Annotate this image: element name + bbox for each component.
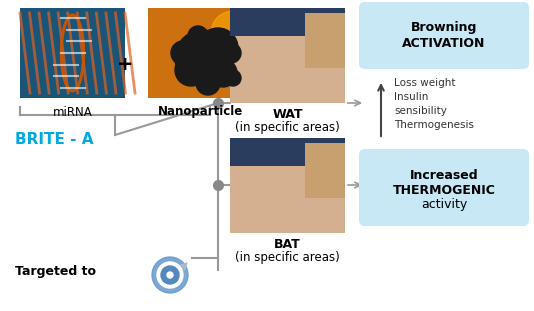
FancyBboxPatch shape <box>148 8 253 98</box>
FancyBboxPatch shape <box>359 149 529 226</box>
Circle shape <box>157 262 183 288</box>
Text: miRNA: miRNA <box>53 105 92 118</box>
Text: WAT: WAT <box>272 109 303 122</box>
Circle shape <box>196 71 220 95</box>
Circle shape <box>221 43 241 63</box>
Text: BRITE - A: BRITE - A <box>15 132 93 147</box>
FancyBboxPatch shape <box>359 2 529 69</box>
Text: Targeted to: Targeted to <box>15 266 96 278</box>
Text: Thermogenesis: Thermogenesis <box>394 120 474 130</box>
Circle shape <box>225 70 241 86</box>
Text: Insulin: Insulin <box>394 92 428 102</box>
FancyBboxPatch shape <box>230 138 345 233</box>
Circle shape <box>188 26 208 46</box>
Circle shape <box>171 41 195 65</box>
Text: +: + <box>117 55 134 75</box>
FancyBboxPatch shape <box>230 8 345 36</box>
FancyBboxPatch shape <box>305 143 345 198</box>
Text: ACTIVATION: ACTIVATION <box>402 37 486 50</box>
Text: activity: activity <box>421 198 467 211</box>
Circle shape <box>152 257 188 293</box>
Text: THERMOGENIC: THERMOGENIC <box>392 184 496 197</box>
Circle shape <box>198 28 238 68</box>
Text: BAT: BAT <box>274 239 301 252</box>
FancyBboxPatch shape <box>305 13 345 68</box>
Circle shape <box>211 11 255 55</box>
Text: Nanoparticle: Nanoparticle <box>158 105 243 118</box>
Text: (in specific areas): (in specific areas) <box>235 250 340 263</box>
FancyBboxPatch shape <box>230 138 345 166</box>
Circle shape <box>209 59 237 87</box>
Circle shape <box>161 266 179 284</box>
FancyBboxPatch shape <box>230 8 345 103</box>
Circle shape <box>167 272 173 278</box>
Text: Loss weight: Loss weight <box>394 78 456 88</box>
Circle shape <box>175 30 231 86</box>
Circle shape <box>175 54 207 86</box>
Text: (in specific areas): (in specific areas) <box>235 120 340 133</box>
Text: Browning: Browning <box>411 21 477 34</box>
Text: sensibility: sensibility <box>394 106 447 116</box>
Text: Increased: Increased <box>410 169 478 182</box>
FancyBboxPatch shape <box>20 8 125 98</box>
